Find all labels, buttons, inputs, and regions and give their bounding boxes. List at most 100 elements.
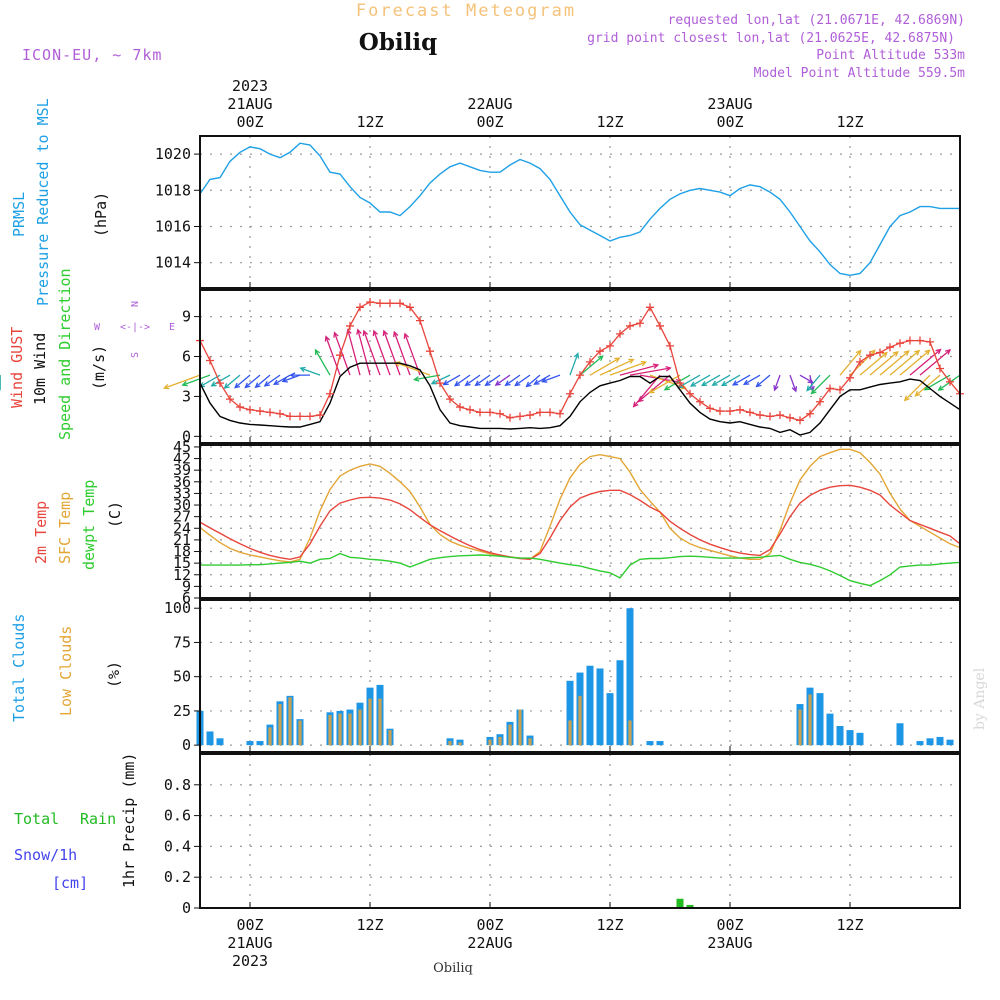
gust-marker [506,413,514,422]
wind-arrow-head [299,366,306,373]
wind-arrow-shaft [743,374,761,385]
bottom-time-label: 12Z [836,916,863,934]
wind-arrow-head [573,352,580,359]
low-cloud-bar [508,724,512,746]
gust-marker [726,407,734,416]
wind-arrow-head [903,350,910,356]
gust-marker [576,371,584,380]
low-cloud-bar [498,736,502,746]
y-tick-label: 15 [173,554,191,572]
gust-marker [846,373,854,382]
panel-frame [199,444,961,599]
wind-arrow-head [791,386,798,393]
gust-marker [776,411,784,420]
gust-marker [886,343,894,352]
wind-arrow-shaft [300,367,321,376]
top-time-label: 22AUG [467,95,512,113]
wind-arrow-shaft [383,330,401,376]
gust-marker [336,351,344,360]
gust-marker [566,389,574,398]
wind-arrow-shaft [454,374,471,387]
wind-arrow-shaft [915,374,941,397]
wind-arrow-shaft [569,353,579,376]
wind-arrow-shaft [869,351,899,376]
gust-marker [606,341,614,350]
y-tick-label: 0 [182,427,191,445]
wind-arrow-head [372,329,379,337]
wind-arrow-shaft [325,336,341,376]
gust-marker [616,329,624,338]
wind-arrow-shaft [629,367,671,376]
wind-arrow-head [945,349,952,355]
wind-arrow-head [362,329,369,337]
total-cloud-bar [946,739,954,746]
wind-arrow-head [504,380,511,387]
prmsl-line [199,142,960,277]
requested-coords: requested lon,lat (21.0671E, 42.6869N) [668,13,965,28]
snow-legend-2: [cm] [52,874,88,892]
wind-arrow-head [430,379,437,385]
y-tick-label: 0.4 [164,837,191,855]
wind-arrow-head [731,380,739,386]
top-time-label: 12Z [356,113,383,131]
gust-marker [356,303,364,312]
t2m-label: 2m Temp [32,501,50,564]
wind-arrow-shaft [534,374,551,385]
total-clouds-label: Total Clouds [10,614,28,722]
wind-arrow-shaft [664,374,691,391]
y-tick-label: 24 [173,519,191,537]
wind-arrow-shaft [414,374,441,381]
rain-bar [686,904,694,908]
y-tick-label: 1018 [155,181,191,199]
total-cloud-bar [856,732,864,746]
wind-arrow-shaft [282,374,301,382]
bottom-time-label: 00Z [716,916,743,934]
gust-marker [326,389,334,398]
rain-bar [676,898,684,908]
gust-marker [296,412,304,421]
y-tick-label: 39 [173,461,191,479]
gust-marker [696,397,704,406]
compass-arrow: <-|-> [120,322,150,333]
panel-frames [199,135,961,909]
wind-labels: Wind GUST 10m Wind Speed and Direction (… [8,268,175,440]
gust-marker [446,395,454,404]
wind-arrow-head [263,381,270,387]
wind-arrow-shaft [904,374,931,401]
wind-arrow-shaft [609,361,646,376]
gust-marker [556,409,564,418]
wind-arrow-head [540,377,548,383]
wind-arrow-shaft [224,374,241,389]
wind-arrow-head [637,396,644,403]
gust-marker [366,297,374,306]
y-tick-label: 45 [173,438,191,456]
wind-arrow-shaft [475,374,491,386]
wind-arrow-shaft [264,374,281,387]
gust-marker [826,384,834,393]
wind-arrow-head [614,357,621,363]
wind-arrow-shaft [314,349,331,376]
wind-arrow-shaft [712,374,731,386]
wind-arrow-head [494,380,501,386]
total-cloud-bar [846,730,854,746]
wind-arrow-head [223,383,230,389]
low-cloud-bar [338,713,342,746]
wind-arrow-shaft [347,329,361,376]
low-cloud-bar [488,739,492,746]
wind-arrow-head [652,363,660,369]
wind-arrow-shaft [789,374,797,392]
wind-arrow-shaft [542,374,561,383]
wind-arrow-head [881,351,888,358]
total-cloud-bar [596,668,604,746]
wind-arrow-shaft [859,352,888,376]
wind-arrow-head [855,349,862,356]
y-tick-label: 30 [173,496,191,514]
wind-arrow-head [314,348,321,356]
gust-marker [266,408,274,417]
grid-layer [200,136,960,909]
bottom-time-label: 00Z [476,916,503,934]
total-cloud-bar [896,723,904,746]
y-tick-label: 75 [173,633,191,651]
wind-arrow-head [234,382,241,389]
top-time-label: 12Z [836,113,863,131]
